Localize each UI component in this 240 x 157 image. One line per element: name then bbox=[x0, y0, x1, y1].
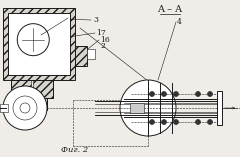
Bar bbox=[8, 13, 70, 75]
Circle shape bbox=[13, 96, 37, 120]
Bar bbox=[87, 49, 95, 59]
Bar bbox=[3, 8, 75, 80]
Bar bbox=[17, 98, 47, 110]
Text: 17: 17 bbox=[96, 29, 106, 37]
Circle shape bbox=[174, 92, 179, 97]
Circle shape bbox=[174, 119, 179, 125]
Text: A – A: A – A bbox=[157, 5, 183, 14]
Circle shape bbox=[162, 92, 167, 97]
Bar bbox=[33, 80, 53, 98]
Circle shape bbox=[20, 103, 30, 113]
Circle shape bbox=[196, 119, 200, 125]
Text: 16: 16 bbox=[100, 36, 110, 44]
Circle shape bbox=[120, 80, 176, 136]
Bar bbox=[11, 80, 31, 98]
Text: 2: 2 bbox=[100, 42, 105, 50]
Circle shape bbox=[208, 119, 212, 125]
Bar bbox=[11, 80, 53, 98]
Circle shape bbox=[17, 24, 49, 56]
Bar bbox=[0, 104, 8, 112]
Circle shape bbox=[162, 119, 167, 125]
Circle shape bbox=[196, 92, 200, 97]
Circle shape bbox=[3, 86, 47, 130]
Circle shape bbox=[150, 92, 155, 97]
Bar bbox=[217, 91, 222, 125]
Text: Фиг. 2: Фиг. 2 bbox=[61, 146, 89, 154]
Bar bbox=[17, 98, 47, 110]
Bar bbox=[130, 103, 144, 113]
Text: 4: 4 bbox=[177, 18, 182, 26]
Bar bbox=[3, 8, 75, 80]
Text: 3: 3 bbox=[93, 16, 98, 24]
Circle shape bbox=[150, 119, 155, 125]
Bar bbox=[75, 46, 87, 66]
Circle shape bbox=[208, 92, 212, 97]
